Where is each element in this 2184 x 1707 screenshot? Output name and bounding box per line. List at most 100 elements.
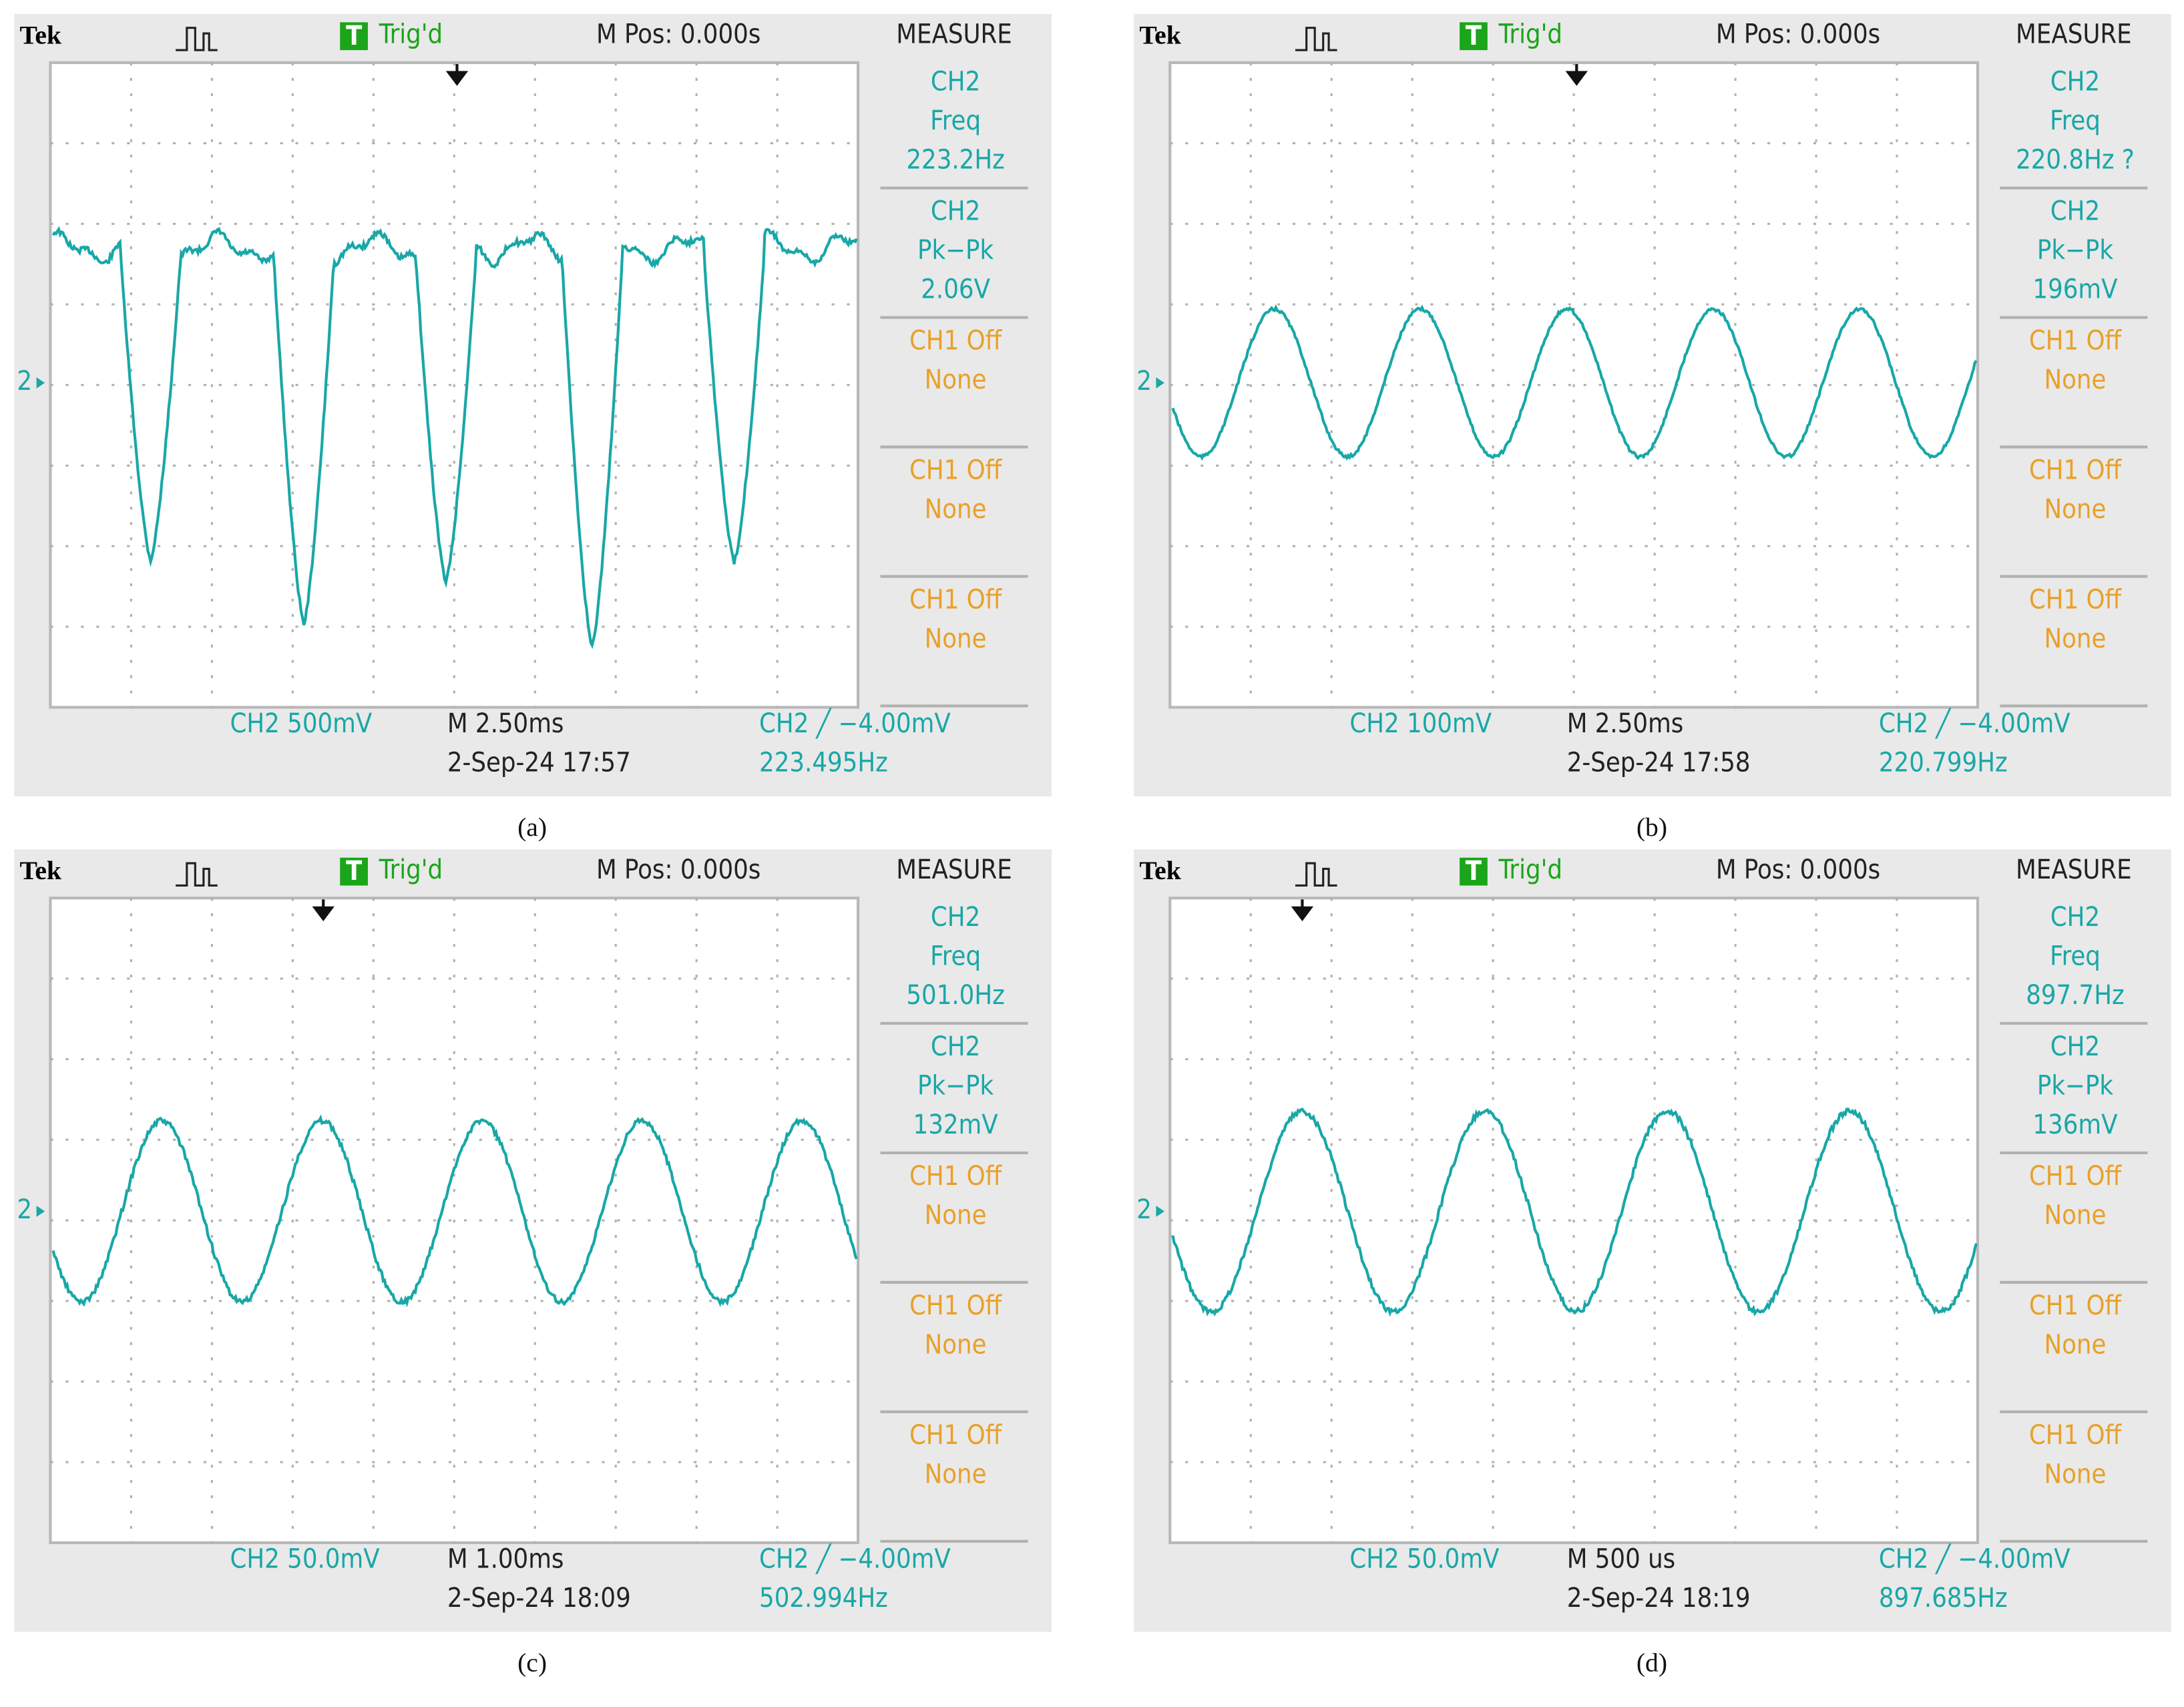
measure-value: 2.06V	[921, 274, 990, 304]
measure-name: None	[2044, 494, 2106, 525]
measure-source: CH2	[2050, 67, 2100, 97]
measure-name: Pk−Pk	[917, 235, 994, 266]
measure-name: None	[2044, 624, 2106, 654]
status-icon-box	[1460, 857, 1488, 886]
brand: Tek	[1139, 856, 1180, 885]
waveform	[1171, 304, 1978, 461]
measure-name: Pk−Pk	[2037, 235, 2113, 266]
measure-source: CH1 Off	[2029, 1290, 2123, 1321]
measure-name: Freq	[930, 941, 981, 971]
trigger-level: CH2 ╱ −4.00mV	[1879, 1543, 2070, 1575]
position: M Pos: 0.000s	[1716, 855, 1880, 885]
ground-marker: 2	[17, 366, 32, 397]
trigger-icon	[1295, 862, 1337, 887]
status: Trig'd	[1498, 19, 1563, 50]
trigger-level: CH2 ╱ −4.00mV	[759, 708, 951, 739]
scope-panel: Tek T Trig'd M Pos: 0.000s MEASURE CH2 Freq 220…	[1134, 13, 2171, 842]
position: M Pos: 0.000s	[596, 19, 760, 50]
measure-source: CH2	[2050, 196, 2100, 227]
caption: (b)	[1636, 812, 1667, 842]
channel-scale: CH2 50.0mV	[1349, 1544, 1500, 1575]
datetime: 2-Sep-24 17:57	[447, 748, 631, 778]
measure-source: CH1 Off	[2029, 1161, 2123, 1192]
measure-value: 897.7Hz	[2026, 980, 2125, 1011]
measure-name: None	[925, 1459, 987, 1489]
trigger-position-marker	[1291, 899, 1314, 922]
measure-name: Freq	[2050, 941, 2101, 971]
measure-name: None	[2044, 1459, 2106, 1489]
ground-arrow	[36, 1206, 45, 1217]
measure-source: CH2	[2050, 902, 2100, 933]
scope-panel: Tek T Trig'd M Pos: 0.000s MEASURE CH2 Freq 501…	[14, 849, 1052, 1678]
channel-scale: CH2 500mV	[230, 708, 372, 739]
timebase: M 500 us	[1567, 1544, 1676, 1575]
waveform	[51, 1114, 858, 1308]
status-icon-box	[340, 22, 368, 51]
ground-arrow	[36, 377, 45, 389]
brand: Tek	[1139, 20, 1180, 49]
status-icon: T	[1466, 21, 1482, 51]
caption: (d)	[1636, 1648, 1667, 1678]
measure-name: None	[2044, 1200, 2106, 1230]
status-icon: T	[346, 856, 363, 887]
trigger-icon	[176, 862, 218, 887]
status: Trig'd	[379, 19, 443, 50]
status-icon: T	[1466, 856, 1482, 887]
brand: Tek	[20, 20, 61, 49]
measure-source: CH2	[2050, 1031, 2100, 1062]
measure-source: CH1 Off	[909, 1161, 1003, 1192]
status-icon: T	[346, 21, 363, 51]
trigger-frequency: 502.994Hz	[759, 1583, 888, 1614]
measure-name: None	[925, 494, 987, 525]
timebase: M 2.50ms	[1567, 708, 1684, 739]
channel-scale: CH2 100mV	[1349, 708, 1492, 739]
menu: MEASURE	[896, 855, 1012, 885]
measure-source: CH1 Off	[2029, 326, 2123, 356]
status-icon-box	[340, 857, 368, 886]
trigger-level: CH2 ╱ −4.00mV	[759, 1543, 951, 1575]
ground-marker: 2	[17, 1194, 32, 1225]
measure-name: None	[925, 624, 987, 654]
measure-source: CH1 Off	[2029, 1420, 2123, 1451]
measure-value: 223.2Hz	[906, 144, 1005, 175]
measure-source: CH2	[931, 902, 980, 933]
waveform	[51, 226, 858, 650]
menu: MEASURE	[2016, 19, 2132, 50]
status: Trig'd	[1498, 855, 1563, 885]
status: Trig'd	[379, 855, 443, 885]
menu: MEASURE	[2016, 855, 2132, 885]
measure-source: CH1 Off	[2029, 455, 2123, 486]
position: M Pos: 0.000s	[596, 855, 760, 885]
measure-value: 220.8Hz ?	[2016, 144, 2135, 175]
measure-name: None	[925, 1329, 987, 1360]
datetime: 2-Sep-24 18:19	[1567, 1583, 1751, 1614]
measure-source: CH2	[931, 67, 980, 97]
status-icon-box	[1460, 22, 1488, 51]
ground-arrow	[1156, 1206, 1164, 1217]
trigger-position-marker	[1565, 63, 1588, 86]
measure-source: CH2	[931, 196, 980, 227]
measure-value: 196mV	[2032, 274, 2118, 304]
measure-name: Freq	[930, 105, 981, 136]
trigger-frequency: 220.799Hz	[1879, 748, 2008, 778]
menu: MEASURE	[896, 19, 1012, 50]
timebase: M 1.00ms	[447, 1544, 564, 1575]
measure-value: 132mV	[913, 1110, 999, 1140]
measure-name: Freq	[2050, 105, 2101, 136]
measure-value: 501.0Hz	[906, 980, 1005, 1011]
ground-arrow	[1156, 377, 1164, 389]
scope-panel: Tek T Trig'd M Pos: 0.000s MEASURE CH2 Freq 223…	[14, 13, 1052, 842]
brand: Tek	[20, 856, 61, 885]
trigger-level: CH2 ╱ −4.00mV	[1879, 708, 2070, 739]
trigger-frequency: 223.495Hz	[759, 748, 888, 778]
channel-scale: CH2 50.0mV	[230, 1544, 380, 1575]
measure-name: None	[2044, 364, 2106, 395]
scope-panel: Tek T Trig'd M Pos: 0.000s MEASURE CH2 Freq 897…	[1134, 849, 2171, 1678]
datetime: 2-Sep-24 17:58	[1567, 748, 1751, 778]
trigger-frequency: 897.685Hz	[1879, 1583, 2008, 1614]
measure-source: CH1 Off	[909, 1290, 1003, 1321]
datetime: 2-Sep-24 18:09	[447, 1583, 631, 1614]
measure-source: CH2	[931, 1031, 980, 1062]
measure-value: 136mV	[2032, 1110, 2118, 1140]
